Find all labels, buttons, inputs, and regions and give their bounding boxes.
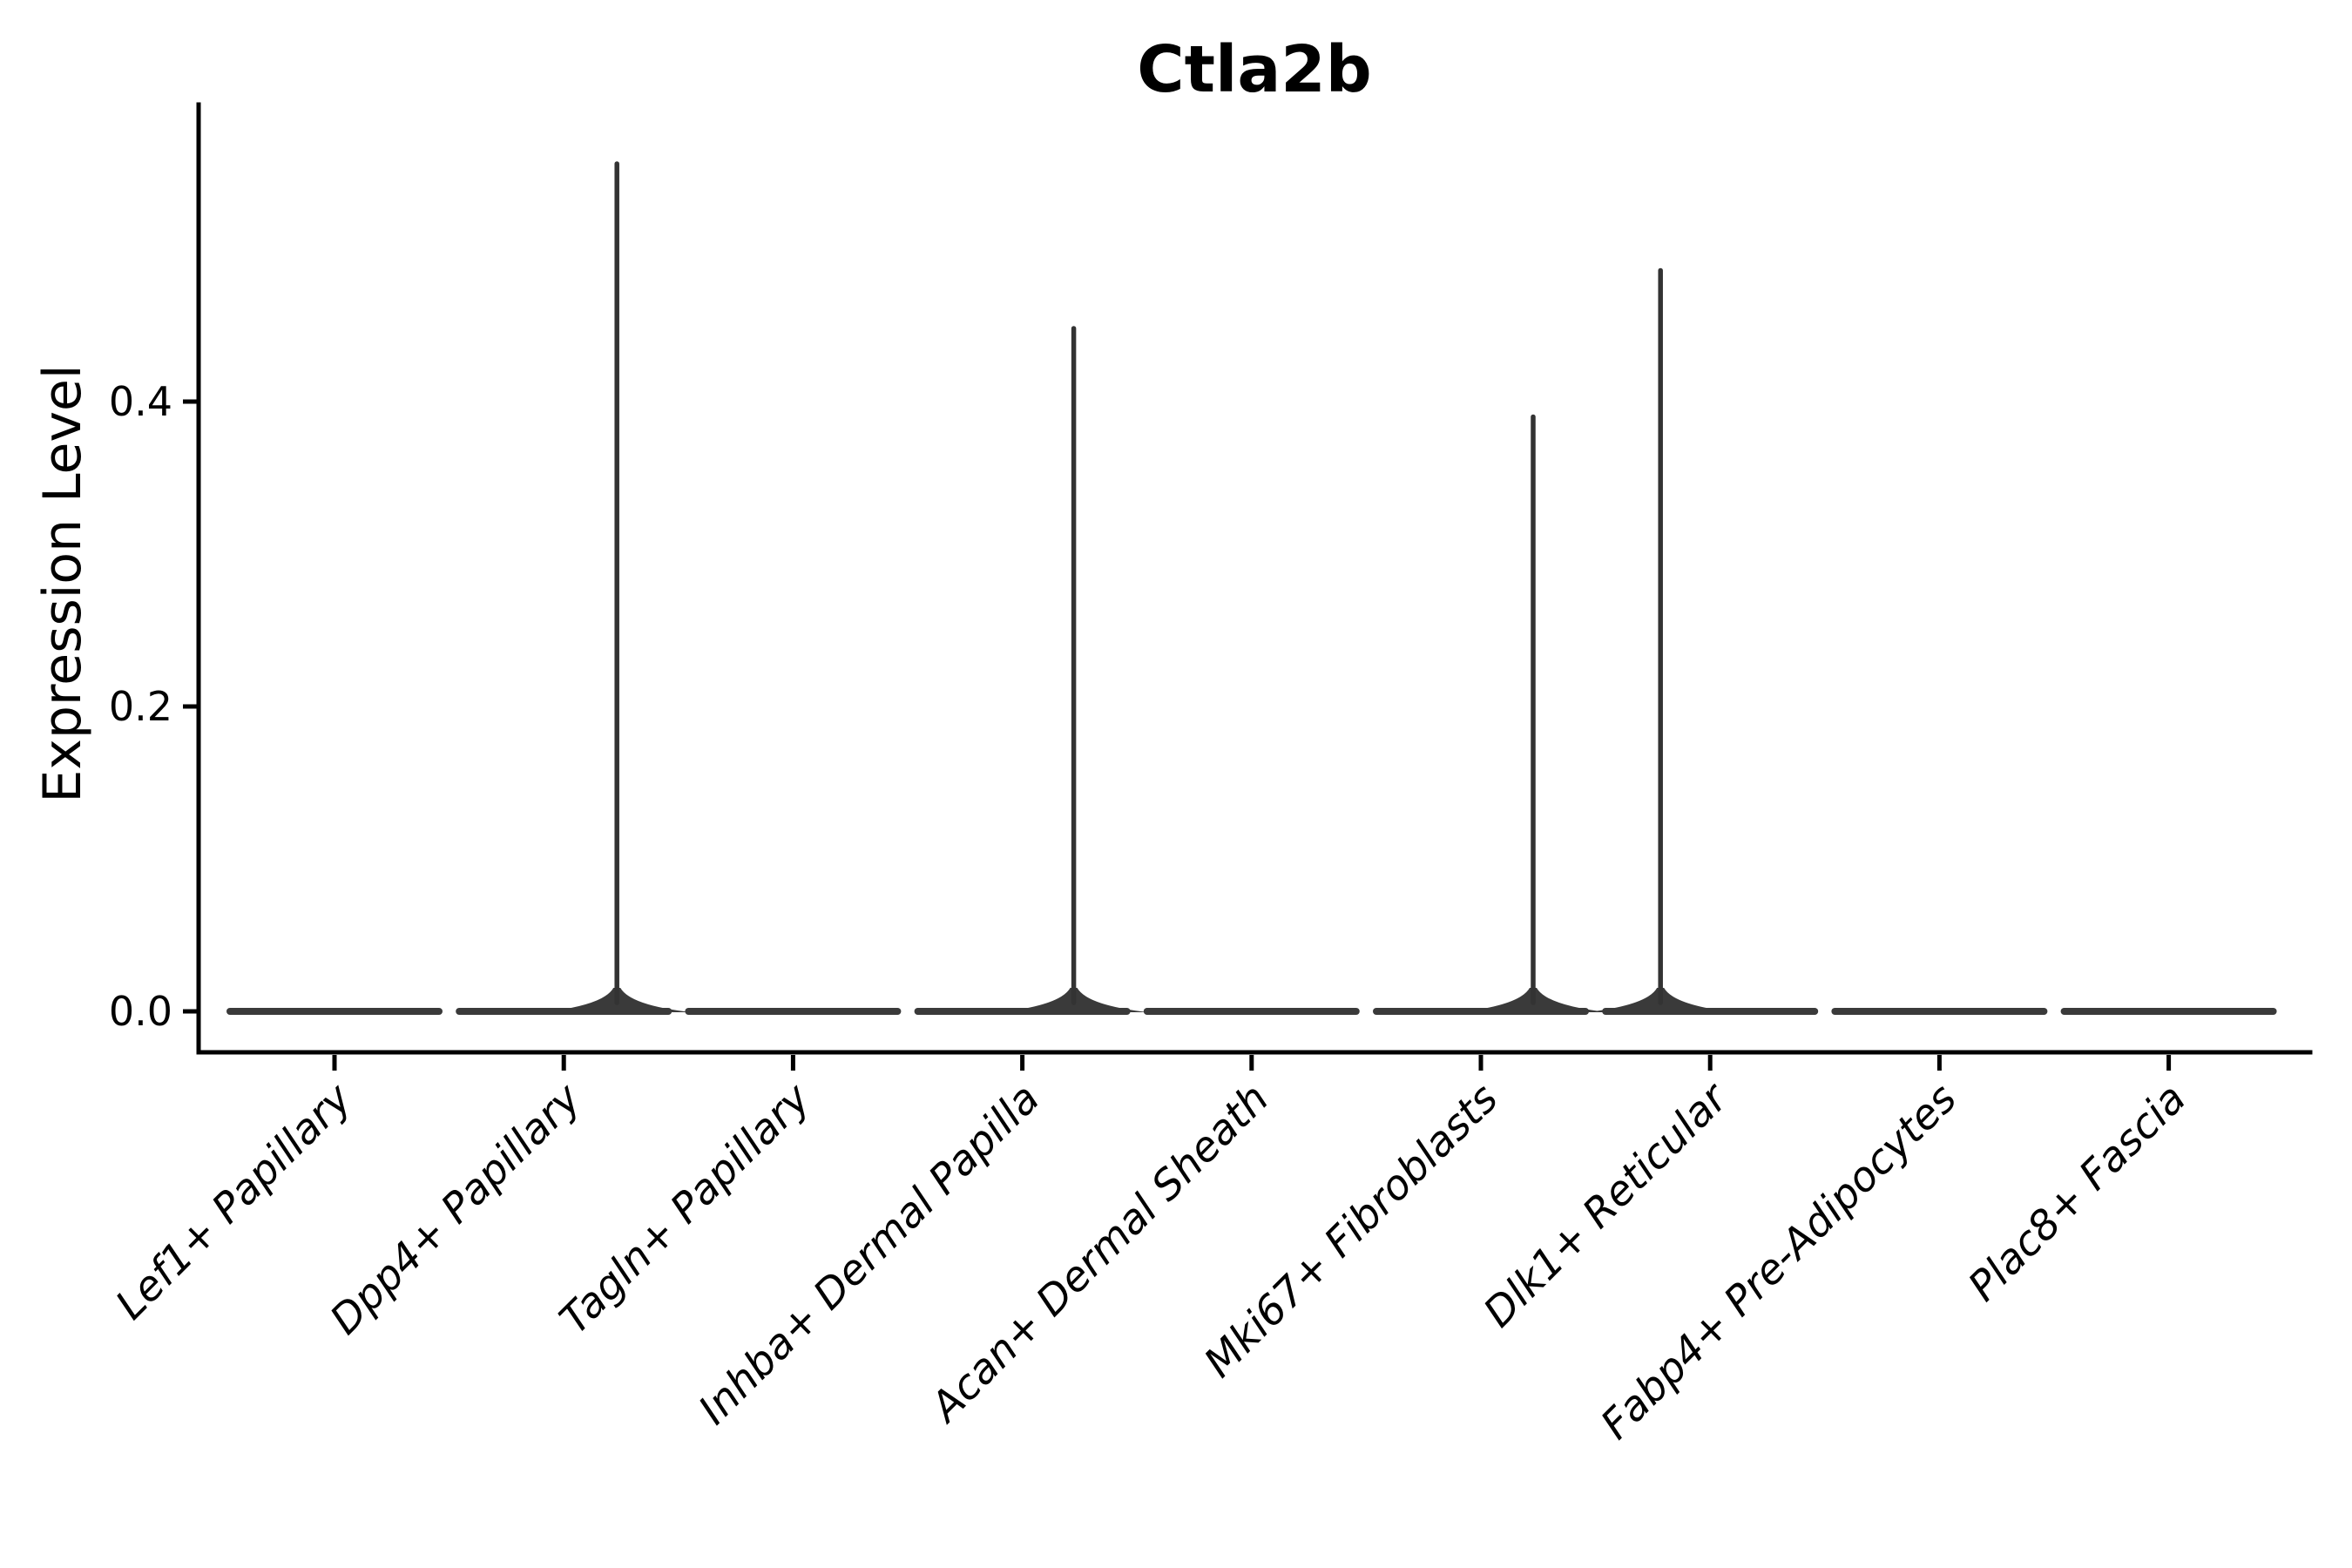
x-tick-label: Plac8+ Fascia xyxy=(1959,1075,2195,1311)
y-tick-label: 0.2 xyxy=(109,683,172,730)
axis-spines xyxy=(196,102,2313,1055)
x-tick-label: Tagln+ Papillary xyxy=(551,1074,821,1344)
y-axis-ticks: 0.0 0.2 0.4 xyxy=(109,378,199,1035)
x-tick-label: Dpp4+ Papillary xyxy=(321,1074,591,1344)
y-axis-label: Expression Level xyxy=(32,364,93,802)
violins xyxy=(226,161,2277,1015)
x-tick-label: Lef1+ Papillary xyxy=(106,1074,362,1329)
axes xyxy=(196,102,2313,1055)
y-tick-label: 0.4 xyxy=(109,378,172,425)
y-tick-label: 0.0 xyxy=(109,988,172,1035)
x-tick-label: Dlk1+ Reticular xyxy=(1475,1073,1739,1337)
chart-title: Ctla2b xyxy=(1137,32,1371,107)
